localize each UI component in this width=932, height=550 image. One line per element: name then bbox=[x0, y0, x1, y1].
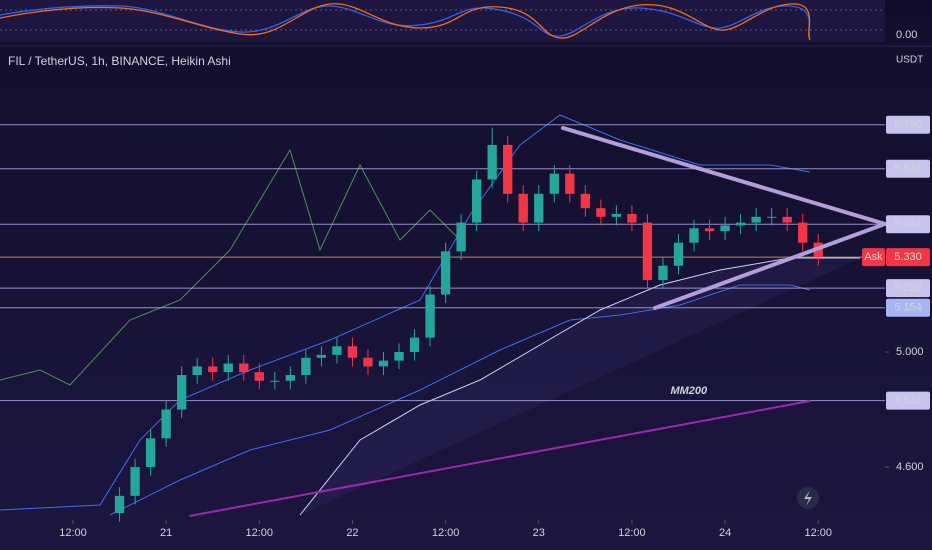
candle-body bbox=[735, 222, 746, 226]
candle-body bbox=[456, 222, 466, 252]
candle-body bbox=[409, 337, 420, 353]
osc-axis-label: 0.00 bbox=[896, 29, 917, 41]
price-level-label: 4.831 bbox=[894, 395, 922, 407]
candle-body bbox=[270, 380, 280, 382]
candle-body bbox=[518, 193, 528, 223]
moving-average bbox=[189, 399, 811, 517]
candle-body bbox=[549, 173, 559, 194]
candle-body bbox=[316, 354, 327, 358]
price-level-label: 5.444 bbox=[894, 218, 922, 230]
candle-body bbox=[472, 179, 482, 223]
price-level-label: 5.330 bbox=[894, 251, 922, 263]
candle-body bbox=[254, 372, 264, 381]
price-level-label: 5.154 bbox=[894, 302, 922, 314]
candle-body bbox=[347, 346, 358, 358]
candle-body bbox=[487, 144, 497, 180]
candle-body bbox=[627, 213, 637, 223]
price-tag-box bbox=[862, 248, 885, 267]
candle-body bbox=[596, 208, 606, 217]
candle-body bbox=[689, 228, 699, 243]
x-tick-label: 22 bbox=[346, 527, 358, 539]
price-level-label: 5.637 bbox=[894, 163, 922, 175]
candle-body bbox=[301, 357, 311, 376]
price-level-box bbox=[886, 279, 930, 298]
candle-body bbox=[239, 363, 249, 373]
candle-body bbox=[378, 360, 389, 367]
osc-line bbox=[0, 3, 811, 41]
candle-body bbox=[580, 193, 590, 209]
candle-body bbox=[534, 193, 544, 223]
candle-body bbox=[565, 173, 575, 194]
currency-label: USDT bbox=[896, 55, 923, 66]
price-level-box bbox=[886, 248, 930, 267]
candle-body bbox=[767, 216, 777, 218]
x-tick-label: 24 bbox=[719, 527, 731, 539]
osc-line bbox=[0, 5, 811, 39]
price-level-box bbox=[886, 159, 930, 178]
x-tick-label: 12:00 bbox=[59, 527, 87, 539]
price-level-box bbox=[886, 215, 930, 234]
price-level-label: 5.790 bbox=[894, 119, 922, 131]
candle-body bbox=[394, 352, 404, 361]
chart-title: FIL / TetherUS, 1h, BINANCE, Heikin Ashi bbox=[8, 54, 231, 68]
candle-body bbox=[673, 242, 684, 266]
candle-body bbox=[223, 363, 233, 373]
x-tick-label: 23 bbox=[533, 527, 545, 539]
lagging-line bbox=[0, 148, 461, 386]
candle-body bbox=[720, 225, 730, 232]
x-tick-label: 12:00 bbox=[246, 527, 274, 539]
price-level-box bbox=[886, 115, 930, 134]
candle-body bbox=[704, 228, 715, 232]
candle-body bbox=[503, 144, 513, 194]
band-lower bbox=[109, 284, 811, 516]
candle-body bbox=[192, 366, 202, 376]
candle-body bbox=[658, 265, 668, 281]
candle-body bbox=[782, 216, 792, 223]
candle-body bbox=[751, 216, 761, 223]
price-level-box bbox=[886, 391, 930, 410]
price-tag: Ask bbox=[864, 251, 883, 263]
candle-body bbox=[798, 222, 808, 243]
candle-body bbox=[161, 409, 171, 439]
candle-body bbox=[642, 222, 653, 281]
candle-body bbox=[208, 366, 218, 373]
oscillator-panel bbox=[0, 0, 885, 42]
candle-body bbox=[114, 495, 125, 514]
candle-body bbox=[425, 294, 435, 338]
x-tick-label: 12:00 bbox=[432, 527, 460, 539]
candle-body bbox=[363, 357, 373, 367]
x-tick-label: 21 bbox=[160, 527, 172, 539]
candle-body bbox=[440, 251, 451, 295]
price-level-label: 5.222 bbox=[894, 282, 922, 294]
cloud-span bbox=[299, 257, 860, 516]
y-tick-label: 5.000 bbox=[896, 346, 924, 358]
x-tick-label: 12:00 bbox=[618, 527, 646, 539]
candle-body bbox=[285, 375, 295, 381]
candle-body bbox=[332, 346, 342, 355]
alert-icon bbox=[804, 490, 812, 506]
price-level-box bbox=[886, 298, 930, 317]
candle-body bbox=[177, 375, 187, 410]
candle-body bbox=[130, 467, 140, 496]
candle-body bbox=[611, 213, 622, 217]
triangle-trendline bbox=[561, 126, 892, 310]
candle-body bbox=[145, 438, 156, 468]
ma-label: MM200 bbox=[670, 385, 708, 397]
x-tick-label: 12:00 bbox=[804, 527, 832, 539]
y-tick-label: 4.600 bbox=[896, 461, 924, 473]
